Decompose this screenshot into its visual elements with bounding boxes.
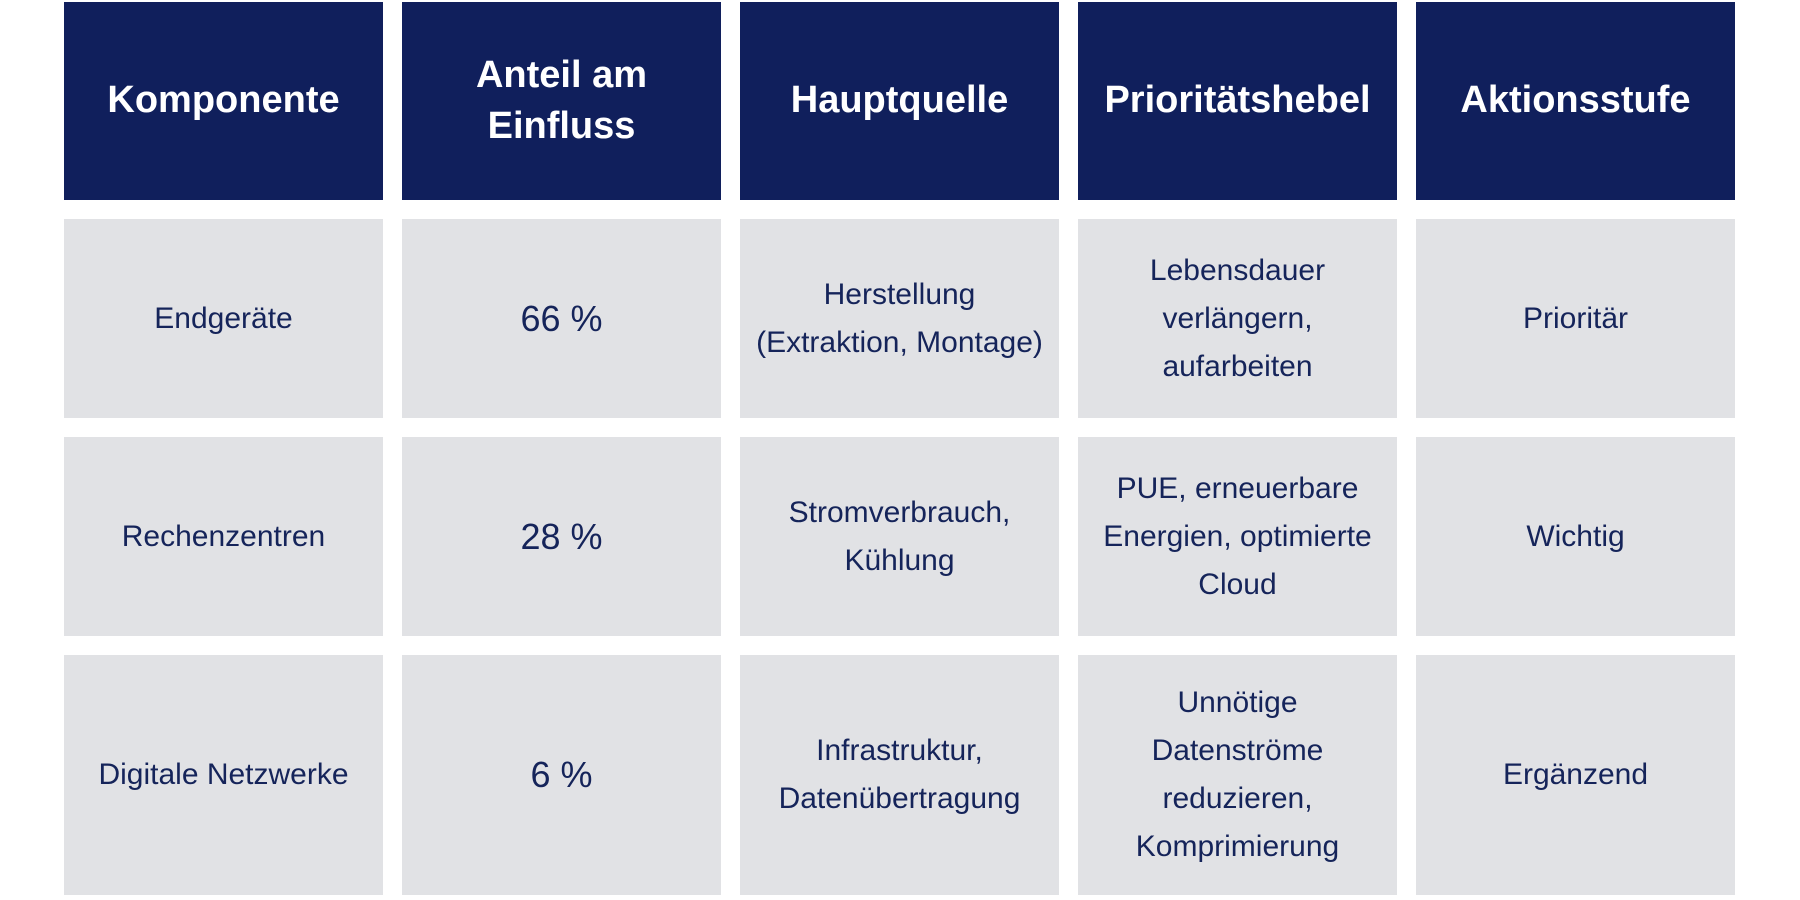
table-cell-text: PUE, erneuerbare Energien, optimierte Cl…: [1103, 471, 1372, 601]
table-cell: PUE, erneuerbare Energien, optimierte Cl…: [1078, 437, 1397, 636]
table-cell-text: 6 %: [530, 754, 593, 796]
table-cell-text: Unnötige Datenströme reduzieren, Komprim…: [1135, 686, 1340, 863]
header-cell: Prioritätshebel: [1078, 2, 1397, 200]
header-cell-text: Hauptquelle: [790, 79, 1009, 122]
table-cell-text: Lebensdauer verlängern, aufarbeiten: [1149, 253, 1326, 383]
header-cell: Aktionsstufe: [1416, 2, 1735, 200]
table-cell: 28 %: [402, 437, 721, 636]
header-cell-text: Prioritätshebel: [1104, 79, 1371, 122]
table-cell-text: 66 %: [520, 297, 603, 339]
table-cell-text: Endgeräte: [154, 301, 293, 335]
table-cell: Unnötige Datenströme reduzieren, Komprim…: [1078, 655, 1397, 895]
table-cell: Herstellung (Extraktion, Montage): [740, 219, 1059, 418]
table-cell: Lebensdauer verlängern, aufarbeiten: [1078, 219, 1397, 418]
table-cell-text: Ergänzend: [1502, 758, 1649, 791]
table-cell: 66 %: [402, 219, 721, 418]
table-cell-text: Rechenzentren: [121, 519, 326, 553]
table-cell-text: Prioritär: [1522, 301, 1628, 335]
table-cell: Rechenzentren: [64, 437, 383, 636]
table-cell: Prioritär: [1416, 219, 1735, 418]
header-cell-text: Anteil am Einfluss: [475, 53, 648, 147]
table-cell: 6 %: [402, 655, 721, 895]
header-cell-text: Aktionsstufe: [1460, 79, 1691, 122]
table-cell: Wichtig: [1416, 437, 1735, 636]
header-cell: Anteil am Einfluss: [402, 2, 721, 200]
table-cell-text: Infrastruktur, Datenübertragung: [778, 734, 1021, 815]
table-cell-text: Wichtig: [1526, 519, 1625, 553]
table-cell: Infrastruktur, Datenübertragung: [740, 655, 1059, 895]
table-cell-text: 28 %: [520, 515, 603, 557]
table-cell: Digitale Netzwerke: [64, 655, 383, 895]
table-cell-text: Stromverbrauch, Kühlung: [788, 495, 1011, 577]
table-cell: Stromverbrauch, Kühlung: [740, 437, 1059, 636]
table-cell: Endgeräte: [64, 219, 383, 418]
table-cell-text: Digitale Netzwerke: [98, 758, 349, 791]
table: Komponente Anteil am Einfluss Hauptquelle P…: [64, 2, 1735, 895]
header-cell: Hauptquelle: [740, 2, 1059, 200]
table-cell-text: Herstellung (Extraktion, Montage): [756, 277, 1043, 359]
header-cell-text: Komponente: [107, 79, 340, 122]
table-cell: Ergänzend: [1416, 655, 1735, 895]
header-cell: Komponente: [64, 2, 383, 200]
